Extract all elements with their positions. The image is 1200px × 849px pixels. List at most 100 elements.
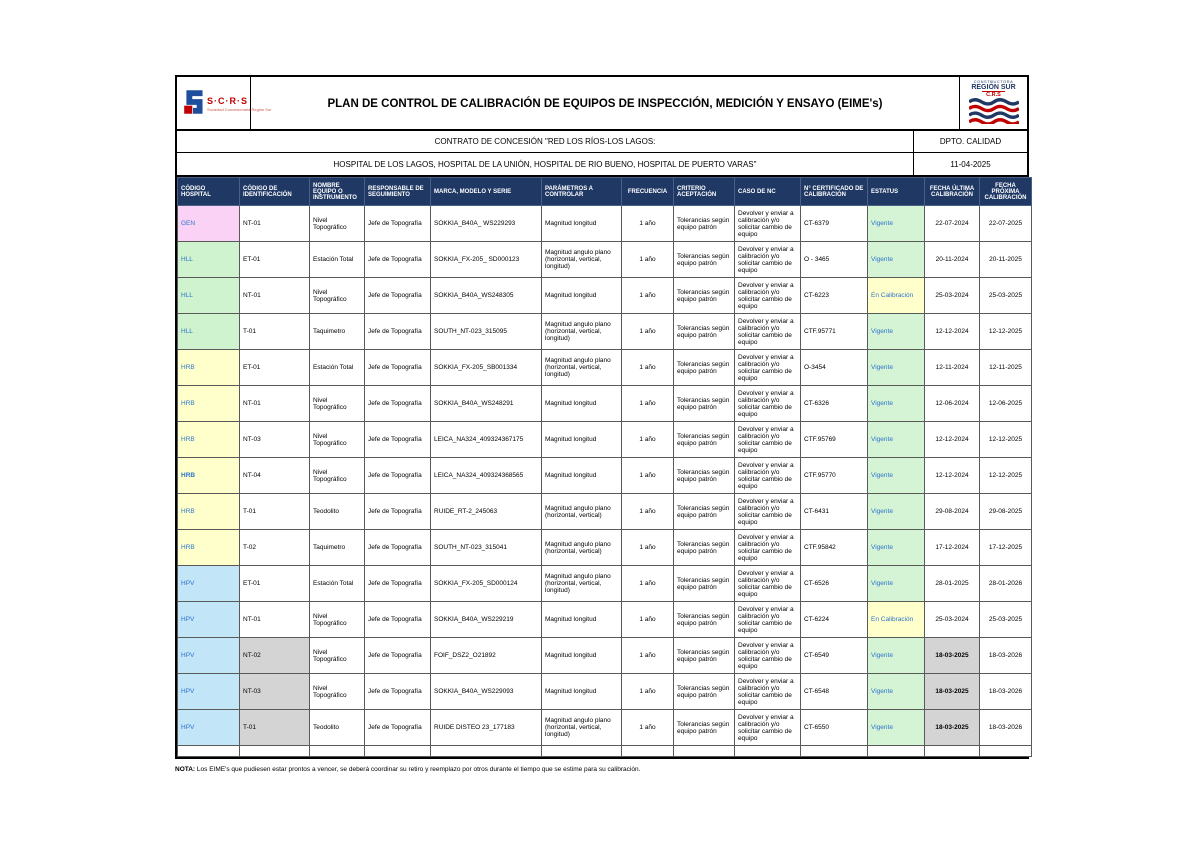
cell-parametros: Magnitud angulo plano (horizontal, verti… bbox=[541, 349, 622, 386]
cell-nombre-equipo: Nivel Topográfico bbox=[309, 457, 365, 494]
column-header-11: FECHA ÚLTIMA CALIBRACIÓN bbox=[924, 177, 980, 206]
cell-frecuencia: 1 año bbox=[621, 385, 674, 422]
scrs-brand-subtitle: Sociedad Concesionaria Región Sur bbox=[207, 107, 272, 112]
cell-responsable: Jefe de Topografía bbox=[364, 313, 431, 350]
cell-caso-nc: Devolver y enviar a calibración y/o soli… bbox=[734, 349, 801, 386]
column-header-2: NOMBRE EQUIPO O INSTRUMENTO bbox=[309, 177, 365, 206]
cell-frecuencia: 1 año bbox=[621, 241, 674, 278]
empty-cell bbox=[979, 745, 1032, 757]
cell-parametros: Magnitud angulo plano (horizontal, verti… bbox=[541, 529, 622, 566]
cell-estatus: Vigente bbox=[867, 709, 925, 746]
cell-codigo-identificacion: T-01 bbox=[239, 313, 310, 350]
cell-fecha-ultima: 25-03-2024 bbox=[924, 277, 980, 314]
cell-fecha-ultima: 20-11-2024 bbox=[924, 241, 980, 278]
cell-fecha-ultima: 28-01-2025 bbox=[924, 565, 980, 602]
cell-caso-nc: Devolver y enviar a calibración y/o soli… bbox=[734, 493, 801, 530]
cell-certificado: O-3454 bbox=[800, 349, 868, 386]
scrs-logo: S·C·R·S Sociedad Concesionaria Región Su… bbox=[177, 77, 271, 131]
cell-certificado: CT-6526 bbox=[800, 565, 868, 602]
calibration-table: CÓDIGO HOSPITAL CÓDIGO DE IDENTIFICACIÓN N… bbox=[177, 177, 1032, 757]
empty-cell bbox=[734, 745, 801, 757]
cell-estatus: Vigente bbox=[867, 529, 925, 566]
cell-codigo-hospital: HPV bbox=[177, 565, 240, 602]
cell-fecha-ultima: 18-03-2025 bbox=[924, 637, 980, 674]
cell-nombre-equipo: Nivel Topográfico bbox=[309, 601, 365, 638]
cell-criterio: Tolerancias según equipo patrón bbox=[673, 313, 735, 350]
region-sur-logo: CONSTRUCTORA REGIÓN SUR C.R.S bbox=[959, 77, 1027, 131]
cell-nombre-equipo: Estación Total bbox=[309, 241, 365, 278]
cell-fecha-proxima: 22-07-2025 bbox=[979, 205, 1032, 242]
empty-cell bbox=[924, 745, 980, 757]
cell-estatus: Vigente bbox=[867, 385, 925, 422]
cell-certificado: O - 3465 bbox=[800, 241, 868, 278]
cell-codigo-identificacion: ET-01 bbox=[239, 241, 310, 278]
table-header-row: CÓDIGO HOSPITAL CÓDIGO DE IDENTIFICACIÓN N… bbox=[177, 177, 1032, 206]
cell-frecuencia: 1 año bbox=[621, 637, 674, 674]
table-row: HLL NT-01 Nivel Topográfico Jefe de Topo… bbox=[177, 277, 1032, 314]
column-header-8: CASO DE NC bbox=[734, 177, 801, 206]
cell-codigo-hospital: HRB bbox=[177, 421, 240, 458]
cell-certificado: CT-6431 bbox=[800, 493, 868, 530]
table-row: HPV NT-02 Nivel Topográfico Jefe de Topo… bbox=[177, 637, 1032, 674]
empty-row bbox=[177, 745, 1032, 757]
cell-fecha-proxima: 25-03-2025 bbox=[979, 277, 1032, 314]
cell-fecha-proxima: 29-08-2025 bbox=[979, 493, 1032, 530]
cell-marca-modelo-serie: SOKKIA_B40A_WS229219 bbox=[430, 601, 542, 638]
cell-codigo-identificacion: NT-01 bbox=[239, 205, 310, 242]
cell-marca-modelo-serie: FOIF_DSZ2_O21892 bbox=[430, 637, 542, 674]
cell-fecha-ultima: 12-12-2024 bbox=[924, 421, 980, 458]
cell-nombre-equipo: Nivel Topográfico bbox=[309, 385, 365, 422]
subheader: CONTRATO DE CONCESIÓN "RED LOS RÍOS-LOS … bbox=[177, 131, 1027, 177]
cell-caso-nc: Devolver y enviar a calibración y/o soli… bbox=[734, 205, 801, 242]
cell-codigo-hospital: HLL bbox=[177, 313, 240, 350]
table-row: HPV ET-01 Estación Total Jefe de Topogra… bbox=[177, 565, 1032, 602]
cell-fecha-ultima: 12-11-2024 bbox=[924, 349, 980, 386]
cell-estatus: Vigente bbox=[867, 349, 925, 386]
cell-responsable: Jefe de Topografía bbox=[364, 349, 431, 386]
table-row: HRB NT-01 Nivel Topográfico Jefe de Topo… bbox=[177, 385, 1032, 422]
cell-fecha-proxima: 12-12-2025 bbox=[979, 457, 1032, 494]
cell-marca-modelo-serie: SOUTH_NT-023_315041 bbox=[430, 529, 542, 566]
cell-nombre-equipo: Taquimetro bbox=[309, 313, 365, 350]
table-row: HRB T-01 Teodolito Jefe de Topografía RU… bbox=[177, 493, 1032, 530]
region-sur-waves-icon bbox=[967, 98, 1020, 129]
cell-certificado: CT-6223 bbox=[800, 277, 868, 314]
cell-marca-modelo-serie: SOKKIA_FX-205_SB001334 bbox=[430, 349, 542, 386]
cell-caso-nc: Devolver y enviar a calibración y/o soli… bbox=[734, 565, 801, 602]
cell-responsable: Jefe de Topografía bbox=[364, 709, 431, 746]
cell-codigo-identificacion: ET-01 bbox=[239, 565, 310, 602]
cell-fecha-proxima: 20-11-2025 bbox=[979, 241, 1032, 278]
cell-fecha-ultima: 18-03-2025 bbox=[924, 673, 980, 710]
cell-estatus: Vigente bbox=[867, 565, 925, 602]
cell-responsable: Jefe de Topografía bbox=[364, 277, 431, 314]
cell-nombre-equipo: Estación Total bbox=[309, 565, 365, 602]
cell-responsable: Jefe de Topografía bbox=[364, 529, 431, 566]
empty-cell bbox=[541, 745, 622, 757]
cell-parametros: Magnitud angulo plano (horizontal, verti… bbox=[541, 709, 622, 746]
table-row: HLL T-01 Taquimetro Jefe de Topografía S… bbox=[177, 313, 1032, 350]
cell-estatus: Vigente bbox=[867, 421, 925, 458]
cell-criterio: Tolerancias según equipo patrón bbox=[673, 601, 735, 638]
cell-estatus: Vigente bbox=[867, 457, 925, 494]
cell-nombre-equipo: Nivel Topográfico bbox=[309, 421, 365, 458]
cell-criterio: Tolerancias según equipo patrón bbox=[673, 673, 735, 710]
cell-nombre-equipo: Teodolito bbox=[309, 709, 365, 746]
cell-fecha-proxima: 12-12-2025 bbox=[979, 421, 1032, 458]
cell-caso-nc: Devolver y enviar a calibración y/o soli… bbox=[734, 313, 801, 350]
cell-responsable: Jefe de Topografía bbox=[364, 457, 431, 494]
cell-marca-modelo-serie: SOKKIA_FX-205_SD000124 bbox=[430, 565, 542, 602]
cell-estatus: Vigente bbox=[867, 637, 925, 674]
cell-codigo-hospital: HRB bbox=[177, 493, 240, 530]
cell-fecha-ultima: 29-08-2024 bbox=[924, 493, 980, 530]
table-row: HPV NT-03 Nivel Topográfico Jefe de Topo… bbox=[177, 673, 1032, 710]
page-title: PLAN DE CONTROL DE CALIBRACIÓN DE EQUIPO… bbox=[327, 98, 883, 110]
cell-parametros: Magnitud longitud bbox=[541, 277, 622, 314]
contract-line2: HOSPITAL DE LOS LAGOS, HOSPITAL DE LA UN… bbox=[333, 159, 757, 169]
column-header-1: CÓDIGO DE IDENTIFICACIÓN bbox=[239, 177, 310, 206]
column-header-5: PARÁMETROS A CONTROLAR bbox=[541, 177, 622, 206]
cell-parametros: Magnitud longitud bbox=[541, 457, 622, 494]
cell-marca-modelo-serie: LEICA_NA324_409324368565 bbox=[430, 457, 542, 494]
cell-codigo-identificacion: NT-04 bbox=[239, 457, 310, 494]
cell-estatus: Vigente bbox=[867, 313, 925, 350]
cell-codigo-hospital: HLL bbox=[177, 241, 240, 278]
